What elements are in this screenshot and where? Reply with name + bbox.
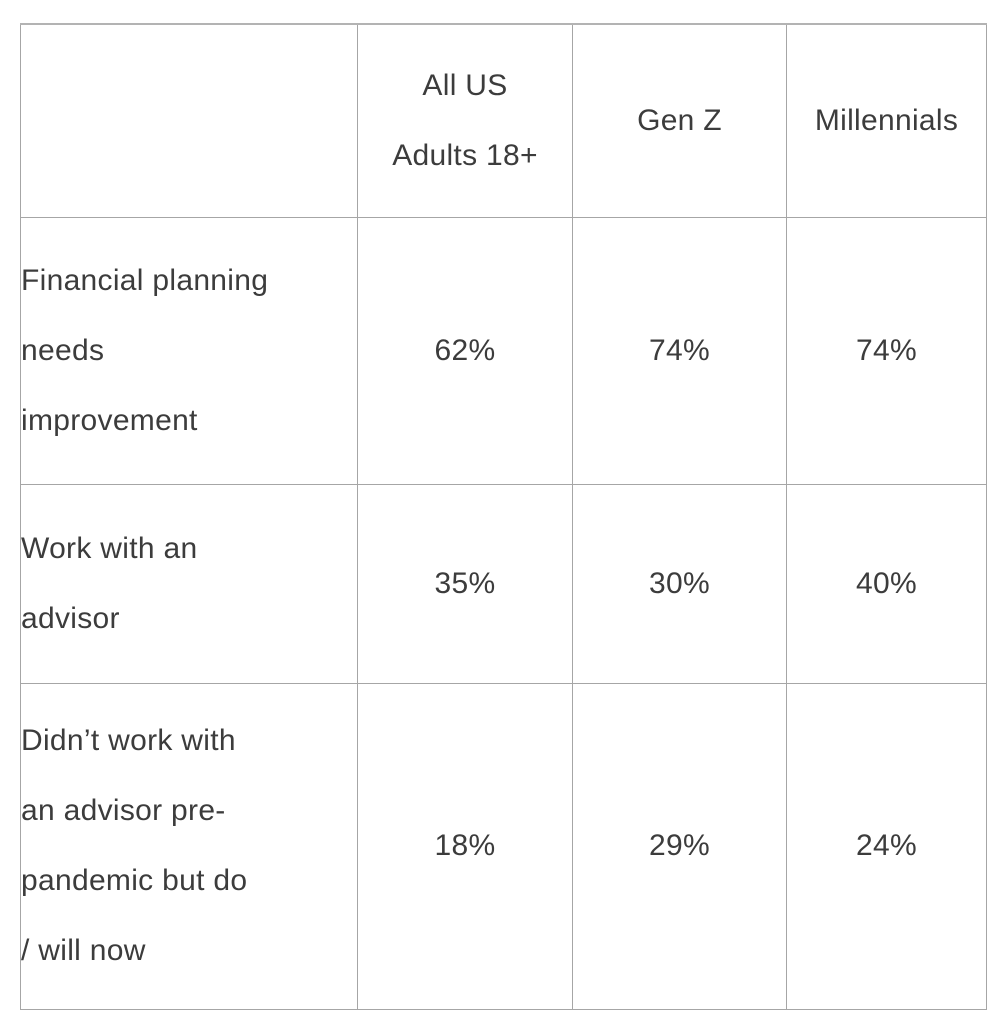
col-header-all-us-adults: All US Adults 18+	[357, 23, 573, 218]
value-work-with-advisor-gen-z: 30%	[572, 483, 787, 684]
row-label-financial-planning: Financial planning needs improvement	[20, 216, 358, 485]
survey-stats-table: All US Adults 18+ Gen Z Millennials Fina…	[20, 23, 987, 1010]
row-label-didnt-work-pre-pandemic: Didn’t work with an advisor pre- pandemi…	[20, 682, 358, 1010]
value-didnt-work-millennials: 24%	[786, 682, 987, 1010]
table-row-work-with-advisor: Work with an advisor 35% 30% 40%	[20, 483, 987, 684]
table-row-didnt-work-pre-pandemic: Didn’t work with an advisor pre- pandemi…	[20, 682, 987, 1010]
col-header-gen-z: Gen Z	[572, 23, 787, 218]
value-financial-planning-gen-z: 74%	[572, 216, 787, 485]
corner-cell	[20, 23, 358, 218]
value-work-with-advisor-all-us: 35%	[357, 483, 573, 684]
value-didnt-work-gen-z: 29%	[572, 682, 787, 1010]
value-financial-planning-millennials: 74%	[786, 216, 987, 485]
value-financial-planning-all-us: 62%	[357, 216, 573, 485]
table-header-row: All US Adults 18+ Gen Z Millennials	[20, 23, 987, 218]
row-label-work-with-advisor: Work with an advisor	[20, 483, 358, 684]
value-work-with-advisor-millennials: 40%	[786, 483, 987, 684]
col-header-millennials: Millennials	[786, 23, 987, 218]
value-didnt-work-all-us: 18%	[357, 682, 573, 1010]
table-row-financial-planning: Financial planning needs improvement 62%…	[20, 216, 987, 485]
